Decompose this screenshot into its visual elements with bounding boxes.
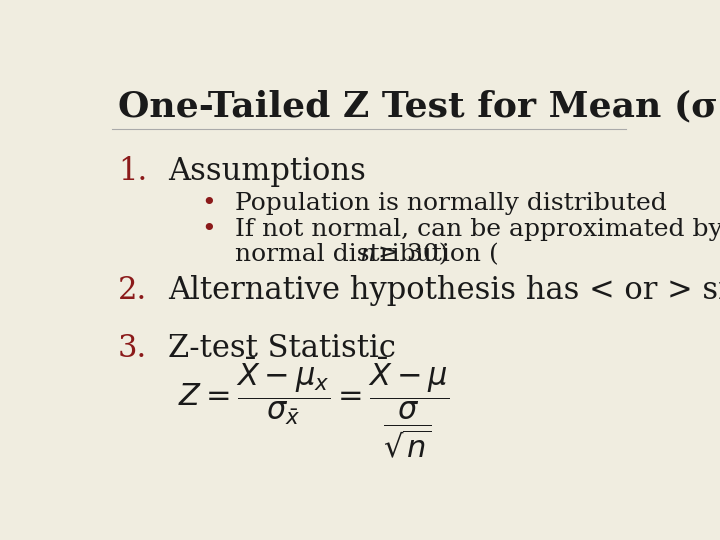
Text: If not normal, can be approximated by: If not normal, can be approximated by <box>235 218 720 241</box>
Text: Population is normally distributed: Population is normally distributed <box>235 192 667 214</box>
Text: •: • <box>202 218 216 241</box>
Text: Z-test Statistic: Z-test Statistic <box>168 333 396 364</box>
Text: 2.: 2. <box>118 275 147 306</box>
Text: •: • <box>202 192 216 214</box>
Text: $Z = \dfrac{\bar{X} - \mu_x}{\sigma_{\bar{x}}} = \dfrac{\bar{X} - \mu}{\dfrac{\s: $Z = \dfrac{\bar{X} - \mu_x}{\sigma_{\ba… <box>178 356 449 460</box>
Text: 3.: 3. <box>118 333 147 364</box>
Text: Alternative hypothesis has < or > sign: Alternative hypothesis has < or > sign <box>168 275 720 306</box>
Text: One-Tailed Z Test for Mean (σ Known): One-Tailed Z Test for Mean (σ Known) <box>118 90 720 124</box>
Text: Assumptions: Assumptions <box>168 156 366 187</box>
Text: ≥ 30): ≥ 30) <box>370 243 449 266</box>
Text: 1.: 1. <box>118 156 147 187</box>
Text: normal distribution (: normal distribution ( <box>235 243 499 266</box>
Text: n: n <box>359 243 376 266</box>
